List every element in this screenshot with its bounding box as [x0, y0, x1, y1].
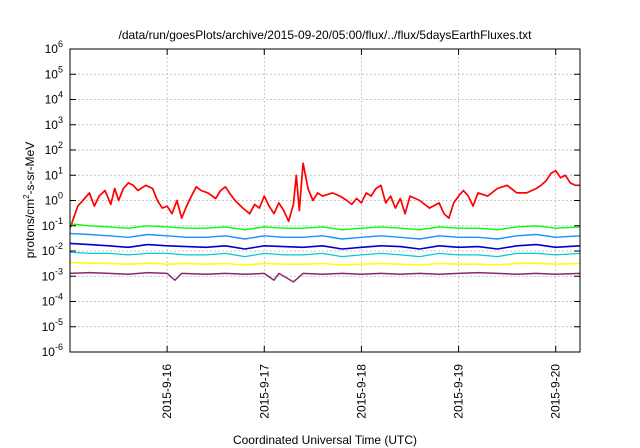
x-axis: 2015-9-16 2015-9-17 2015-9-18 2015-9-19 2015…	[160, 49, 563, 419]
y-tick-label: 105	[45, 64, 63, 81]
y-tick-label: 100	[45, 191, 63, 208]
y-axis: 10-6 10-5 10-4 10-3 10-2 10-1 100 101 102 103 104 1…	[42, 39, 580, 359]
y-tick-label: 104	[45, 90, 63, 107]
x-tick-label: 2015-9-20	[549, 364, 563, 419]
series-line-5	[70, 251, 580, 258]
y-axis-label-suffix: -s-sr-MeV	[23, 142, 37, 195]
x-tick-label: 2015-9-19	[452, 364, 466, 419]
series-lines	[70, 162, 580, 283]
y-tick-label: 103	[45, 115, 63, 132]
series-line-3	[70, 232, 580, 240]
grid-lines	[70, 49, 580, 352]
chart-title: /data/run/goesPlots/archive/2015-09-20/0…	[119, 28, 533, 42]
series-line-7	[70, 271, 580, 283]
series-line-4	[70, 242, 580, 250]
y-axis-label-prefix: protons/cm	[23, 199, 37, 258]
y-tick-label: 10-2	[42, 241, 63, 258]
series-line-2	[70, 223, 580, 231]
x-tick-label: 2015-9-16	[160, 364, 174, 419]
series-line-6	[70, 261, 580, 266]
y-axis-label: protons/cm2-s-sr-MeV	[22, 142, 37, 258]
y-tick-label: 101	[45, 165, 63, 182]
y-tick-label: 10-5	[42, 317, 63, 334]
x-axis-label: Coordinated Universal Time (UTC)	[233, 433, 417, 447]
y-tick-label: 10-3	[42, 266, 63, 283]
y-axis-label-superscript: 2	[22, 194, 31, 199]
y-tick-label: 10-6	[42, 342, 63, 359]
y-tick-label: 102	[45, 140, 63, 157]
x-tick-label: 2015-9-17	[257, 364, 271, 419]
y-tick-label: 10-1	[42, 216, 63, 233]
y-tick-label: 10-4	[42, 292, 63, 309]
y-tick-label: 106	[45, 39, 63, 56]
series-line-1	[70, 162, 580, 229]
x-tick-label: 2015-9-18	[354, 364, 368, 419]
